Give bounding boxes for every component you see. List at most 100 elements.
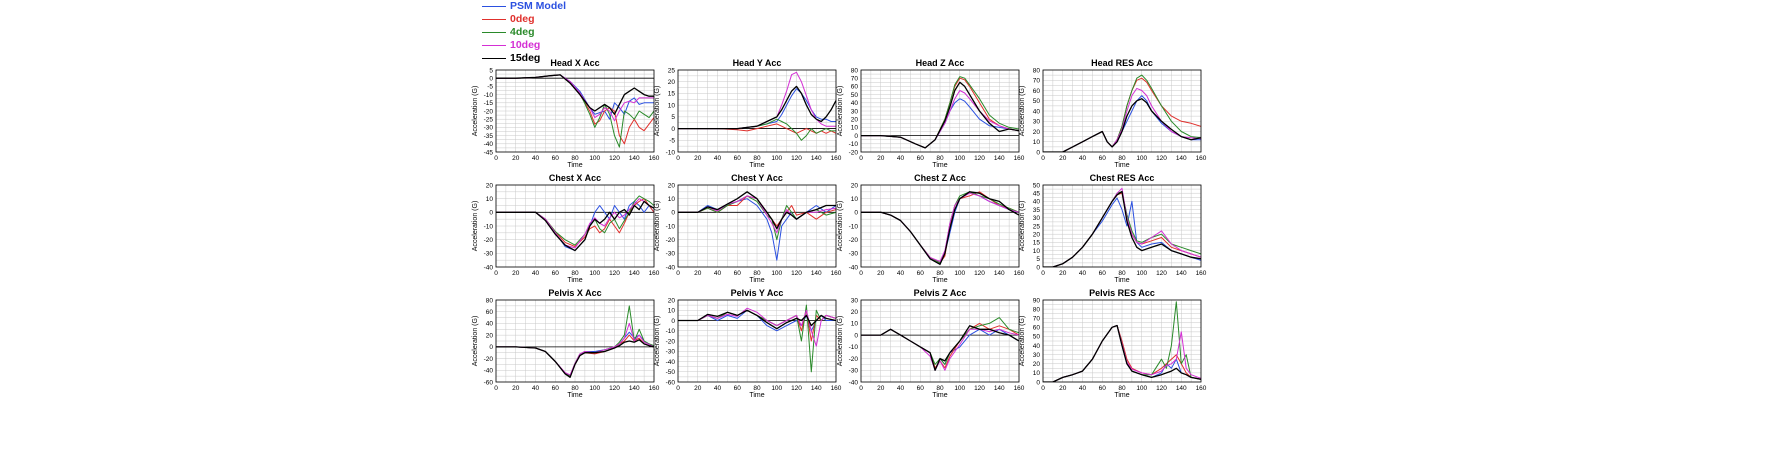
subplot-chest-z-acc: 0 20 40 60 80 100 120 140 160 -40 -30 -20 -10 0 10 20 Ch… (837, 173, 1025, 284)
x-tick-label: 20 (1059, 155, 1067, 162)
chart-title: Chest RES Acc (1090, 173, 1155, 183)
y-tick-label: 80 (851, 67, 859, 74)
y-tick-label: 10 (486, 196, 494, 203)
legend-entry: 10deg (482, 39, 592, 52)
y-tick-label: 0 (489, 344, 493, 351)
x-tick-label: 140 (1176, 155, 1187, 162)
x-tick-label: 60 (734, 270, 742, 277)
x-tick-label: 160 (831, 155, 842, 162)
y-tick-label: -45 (484, 149, 494, 156)
y-tick-label: 35 (1033, 207, 1041, 214)
plot-frame (495, 184, 655, 268)
x-tick-label: 60 (552, 155, 560, 162)
x-tick-label: 100 (1136, 270, 1147, 277)
y-tick-label: 10 (668, 196, 676, 203)
y-tick-label: 60 (1033, 88, 1041, 95)
x-tick-label: 140 (1176, 270, 1187, 277)
x-axis-label: Time (932, 277, 947, 284)
x-tick-label: 160 (1196, 155, 1207, 162)
subplot-head-z-acc: 0 20 40 60 80 100 120 140 160-20-100102030405060… (837, 58, 1025, 169)
chart-title: Chest Z Acc (914, 173, 966, 183)
x-tick-label: 80 (753, 385, 761, 392)
series-line-15deg (678, 309, 836, 330)
y-tick-label: -40 (666, 264, 676, 271)
x-tick-label: 140 (629, 155, 640, 162)
subplot-pelvis-res-acc: 0 20 40 60 80 100 120 140 160 0 10 20 30 40 50 60 70 80 90… (1019, 288, 1207, 399)
legend-swatch (482, 19, 506, 20)
y-axis-label: Acceleration (G) (654, 316, 661, 367)
x-tick-label: 140 (811, 270, 822, 277)
x-tick-label: 60 (552, 385, 560, 392)
x-tick-label: 120 (609, 270, 620, 277)
y-tick-label: 20 (486, 332, 494, 339)
y-tick-label: 0 (671, 126, 675, 133)
y-tick-label: -5 (487, 84, 493, 91)
y-tick-label: 10 (1033, 248, 1041, 255)
x-tick-label: 20 (512, 385, 520, 392)
y-tick-label: 5 (1036, 256, 1040, 263)
y-tick-label: 5 (489, 67, 493, 74)
y-axis-label: Acceleration (G) (1019, 86, 1026, 137)
y-tick-label: -10 (849, 344, 859, 351)
y-tick-label: 70 (851, 76, 859, 83)
x-tick-label: 120 (609, 155, 620, 162)
x-tick-label: 80 (753, 270, 761, 277)
y-tick-label: 20 (851, 117, 859, 124)
x-tick-label: 100 (589, 270, 600, 277)
x-axis-label: Time (749, 162, 764, 169)
legend-entry: 4deg (482, 26, 592, 39)
x-tick-label: 20 (877, 270, 885, 277)
x-tick-label: 100 (589, 385, 600, 392)
x-tick-label: 60 (917, 155, 925, 162)
x-tick-label: 40 (532, 270, 540, 277)
x-tick-label: 0 (494, 385, 498, 392)
y-tick-label: 20 (668, 182, 676, 189)
y-axis-label: Acceleration (G) (654, 86, 661, 137)
y-tick-label: -30 (666, 251, 676, 258)
series-line-10deg (496, 198, 654, 249)
y-tick-label: -30 (849, 368, 859, 375)
subplot-head-res-acc: 0 20 40 60 80 100 120 140 160 0 10 20 30 40 50 60 70 80 He… (1019, 58, 1207, 169)
y-tick-label: 50 (1033, 98, 1041, 105)
x-tick-label: 120 (974, 155, 985, 162)
y-tick-label: -40 (849, 264, 859, 271)
y-axis-label: Acceleration (G) (837, 201, 844, 252)
x-tick-label: 100 (1136, 385, 1147, 392)
chart-title: Pelvis RES Acc (1089, 288, 1155, 298)
x-tick-label: 20 (512, 155, 520, 162)
y-axis-label: Acceleration (G) (472, 201, 479, 252)
y-tick-label: -10 (849, 223, 859, 230)
y-tick-label: 20 (668, 297, 676, 304)
legend-swatch (482, 6, 506, 7)
y-tick-label: -20 (849, 149, 859, 156)
x-tick-label: 40 (714, 155, 722, 162)
x-tick-label: 80 (571, 270, 579, 277)
series-line-15deg (678, 85, 836, 130)
y-tick-label: -60 (484, 379, 494, 386)
legend-entry: 15deg (482, 52, 592, 65)
y-tick-label: -30 (484, 125, 494, 132)
x-tick-label: 80 (936, 270, 944, 277)
x-tick-label: 20 (1059, 385, 1067, 392)
chart-title: Head Y Acc (733, 58, 782, 68)
x-tick-label: 20 (877, 385, 885, 392)
y-tick-label: 20 (1033, 232, 1041, 239)
y-tick-label: 0 (671, 318, 675, 325)
y-tick-label: 10 (851, 125, 859, 132)
legend-label: PSM Model (510, 0, 567, 12)
y-tick-label: 70 (1033, 316, 1041, 323)
x-tick-label: 0 (676, 270, 680, 277)
x-tick-label: 60 (552, 270, 560, 277)
y-tick-label: 80 (1033, 67, 1041, 74)
y-tick-label: -20 (666, 338, 676, 345)
x-tick-label: 120 (791, 155, 802, 162)
series-line-15deg (496, 74, 654, 115)
y-tick-label: 10 (1033, 370, 1041, 377)
y-tick-label: 30 (1033, 119, 1041, 126)
y-tick-label: -10 (666, 223, 676, 230)
subplot-head-x-acc: 0 20 40 60 80 100 120 140 160-45-40-35-30-25-20-… (472, 58, 660, 169)
plot-frame (677, 184, 837, 268)
y-tick-label: 0 (489, 76, 493, 83)
series-line-15deg (1043, 324, 1201, 382)
